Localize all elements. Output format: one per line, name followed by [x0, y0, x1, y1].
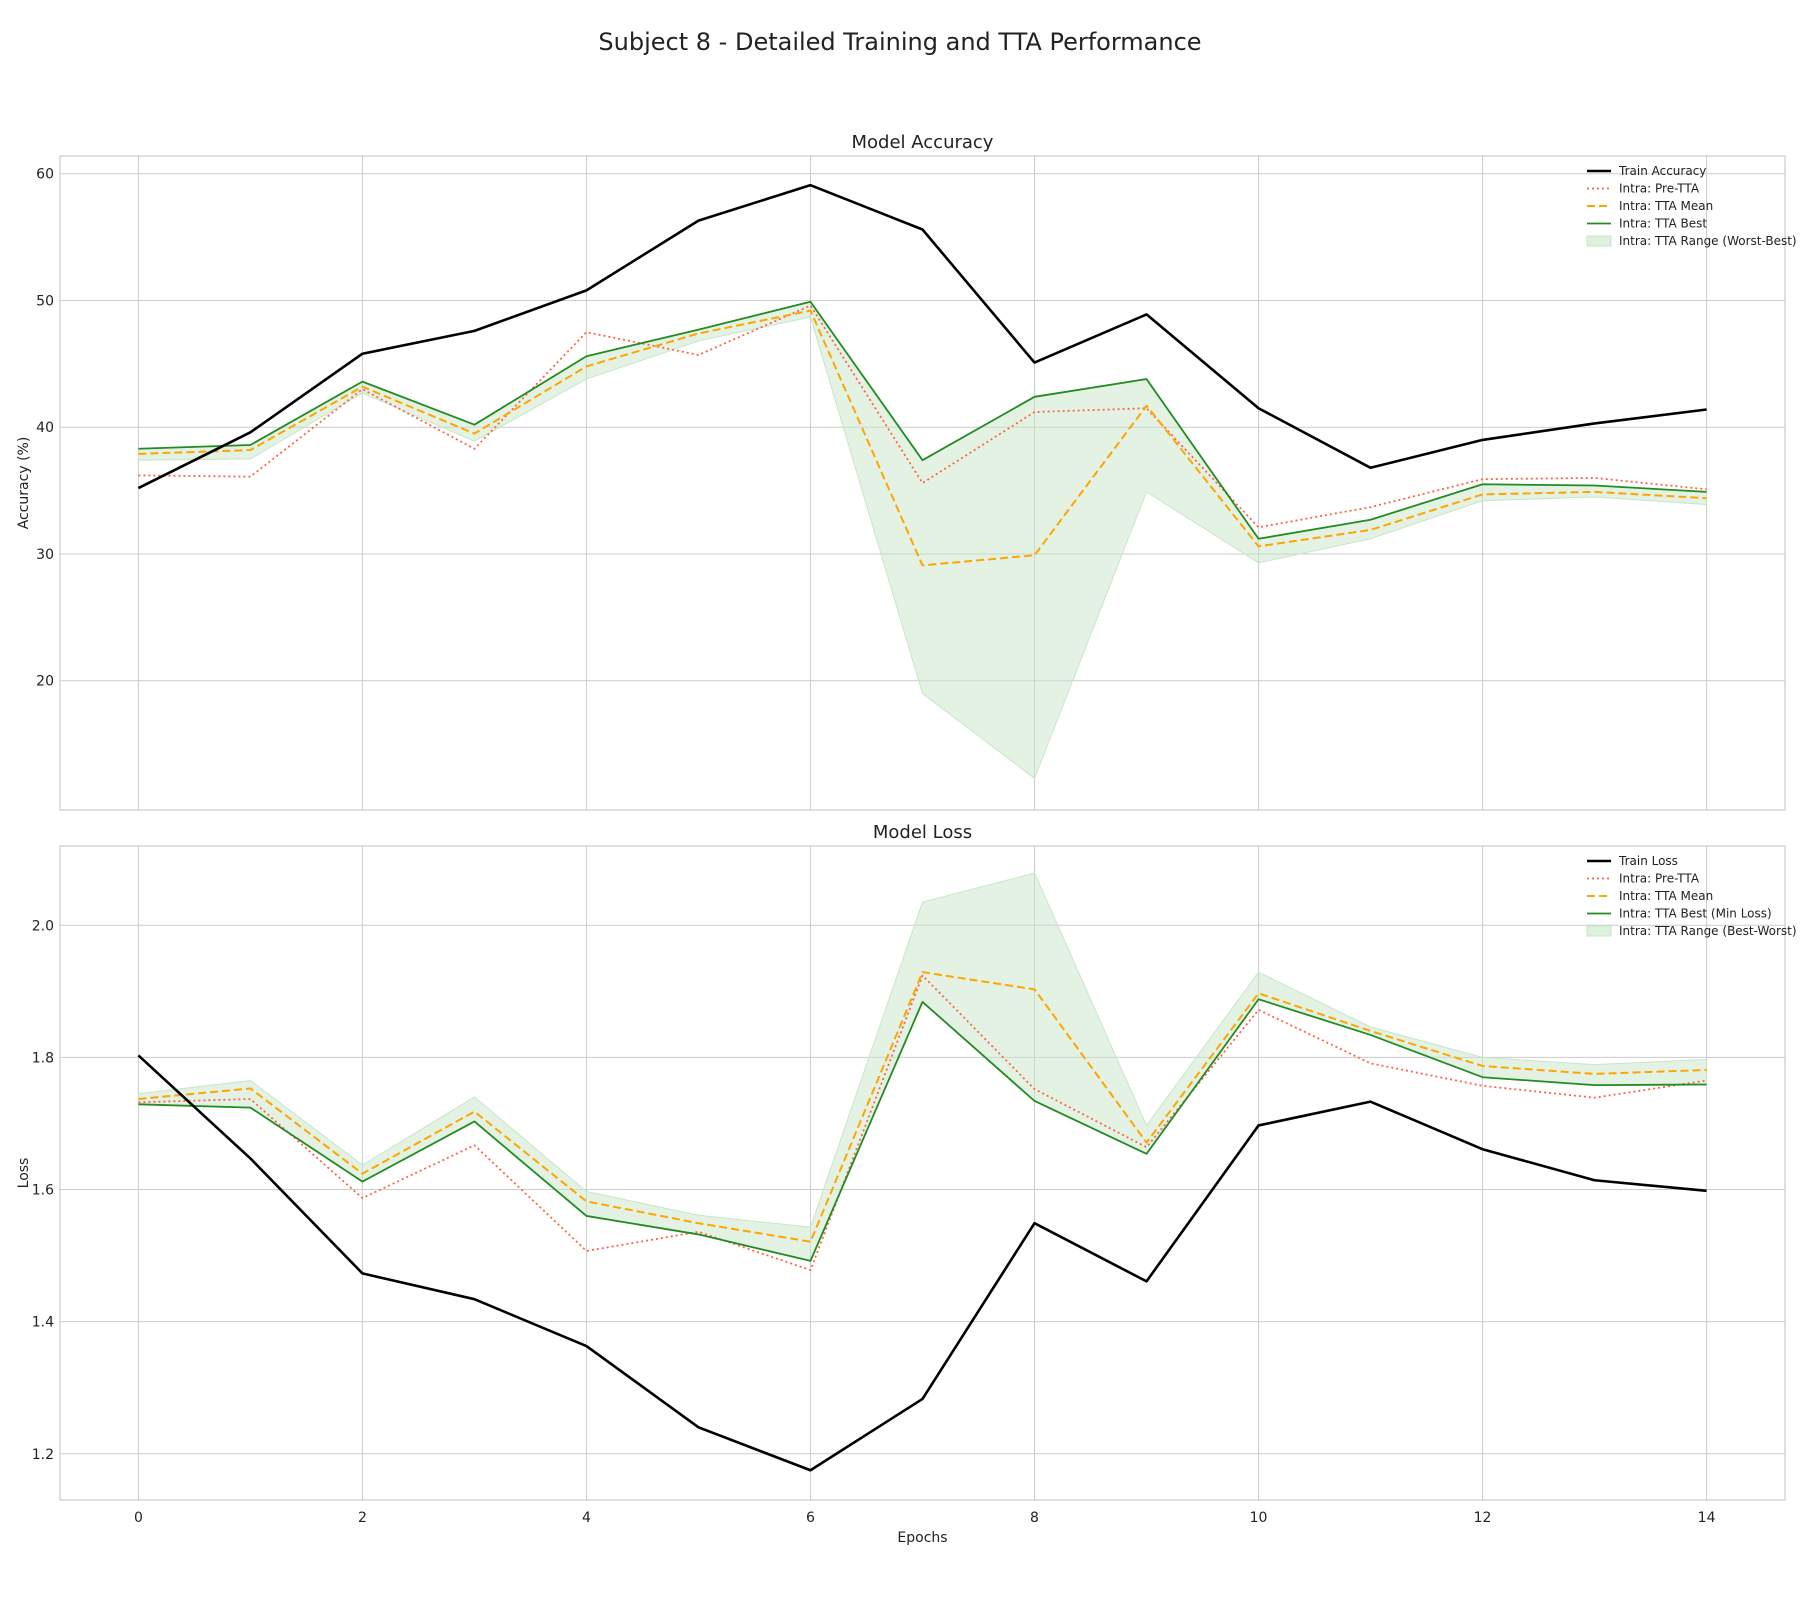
- series-line-train-accuracy: [137, 183, 1707, 490]
- accuracy-panel: 20 30 40 50 60 Model Accuracy Accuracy (%) Trai…: [16, 132, 1797, 811]
- y-tick-label: 1.2: [32, 1447, 54, 1463]
- x-tick-label: 0: [134, 1510, 143, 1526]
- legend-swatch-range: [1586, 925, 1612, 937]
- figure-title: Subject 8 - Detailed Training and TTA Pe…: [598, 28, 1201, 56]
- legend-label: Intra: TTA Mean: [1619, 199, 1713, 213]
- loss-panel: 1.2 1.4 1.6 1.8 2.0 0 2 4 6 8 10 12 14 Model Loss Loss…: [16, 822, 1797, 1546]
- y-tick-label: 50: [36, 293, 54, 309]
- series-line-intra-pre-tta: [138, 974, 1707, 1272]
- y-tick-label: 60: [36, 167, 54, 183]
- series-line-intra-tta-best: [138, 300, 1707, 540]
- y-axis-label: Accuracy (%): [16, 437, 32, 530]
- legend-label: Intra: TTA Best (Min Loss): [1619, 907, 1772, 921]
- axes-frame: [59, 845, 1786, 1501]
- series-line-intra-pre-tta: [138, 304, 1707, 529]
- x-tick-label: 6: [806, 1510, 815, 1526]
- x-tick-label: 14: [1698, 1510, 1716, 1526]
- x-tick-label: 2: [358, 1510, 367, 1526]
- legend-label: Train Loss: [1618, 854, 1678, 868]
- x-axis-label: Epochs: [897, 1530, 947, 1546]
- panel-title: Model Accuracy: [852, 132, 994, 153]
- legend-label: Intra: TTA Best: [1619, 217, 1707, 231]
- y-tick-label: 2.0: [32, 918, 54, 934]
- x-tick-label: 12: [1474, 1510, 1492, 1526]
- x-tick-label: 10: [1250, 1510, 1268, 1526]
- x-tick-label: 4: [582, 1510, 591, 1526]
- y-tick-label: 30: [36, 547, 54, 563]
- y-tick-label: 1.8: [32, 1050, 54, 1066]
- legend-label: Intra: Pre-TTA: [1619, 872, 1700, 886]
- series-line-intra-tta-best-min-loss-: [138, 998, 1707, 1262]
- legend-label: Intra: TTA Range (Worst-Best): [1619, 234, 1797, 248]
- y-axis-label: Loss: [16, 1158, 32, 1189]
- series-line-intra-tta-mean: [138, 309, 1707, 567]
- y-tick-label: 1.6: [32, 1183, 54, 1199]
- x-tick-label: 8: [1030, 1510, 1039, 1526]
- legend-label: Intra: Pre-TTA: [1619, 182, 1700, 196]
- y-tick-label: 1.4: [32, 1315, 54, 1331]
- legend-label: Intra: TTA Mean: [1619, 889, 1713, 903]
- legend-swatch-range: [1586, 235, 1612, 247]
- legend: Train Accuracy Intra: Pre-TTA Intra: TTA M…: [1586, 164, 1797, 248]
- legend-label: Intra: TTA Range (Best-Worst): [1619, 924, 1797, 938]
- panel-title: Model Loss: [873, 822, 972, 843]
- legend: Train Loss Intra: Pre-TTA Intra: TTA Mean I…: [1586, 854, 1797, 938]
- series-line-intra-tta-mean: [138, 971, 1707, 1243]
- legend-label: Train Accuracy: [1618, 164, 1706, 178]
- y-tick-label: 20: [36, 674, 54, 690]
- axes-frame: [59, 155, 1786, 811]
- series-line-train-loss: [137, 1054, 1707, 1472]
- y-tick-label: 40: [36, 420, 54, 436]
